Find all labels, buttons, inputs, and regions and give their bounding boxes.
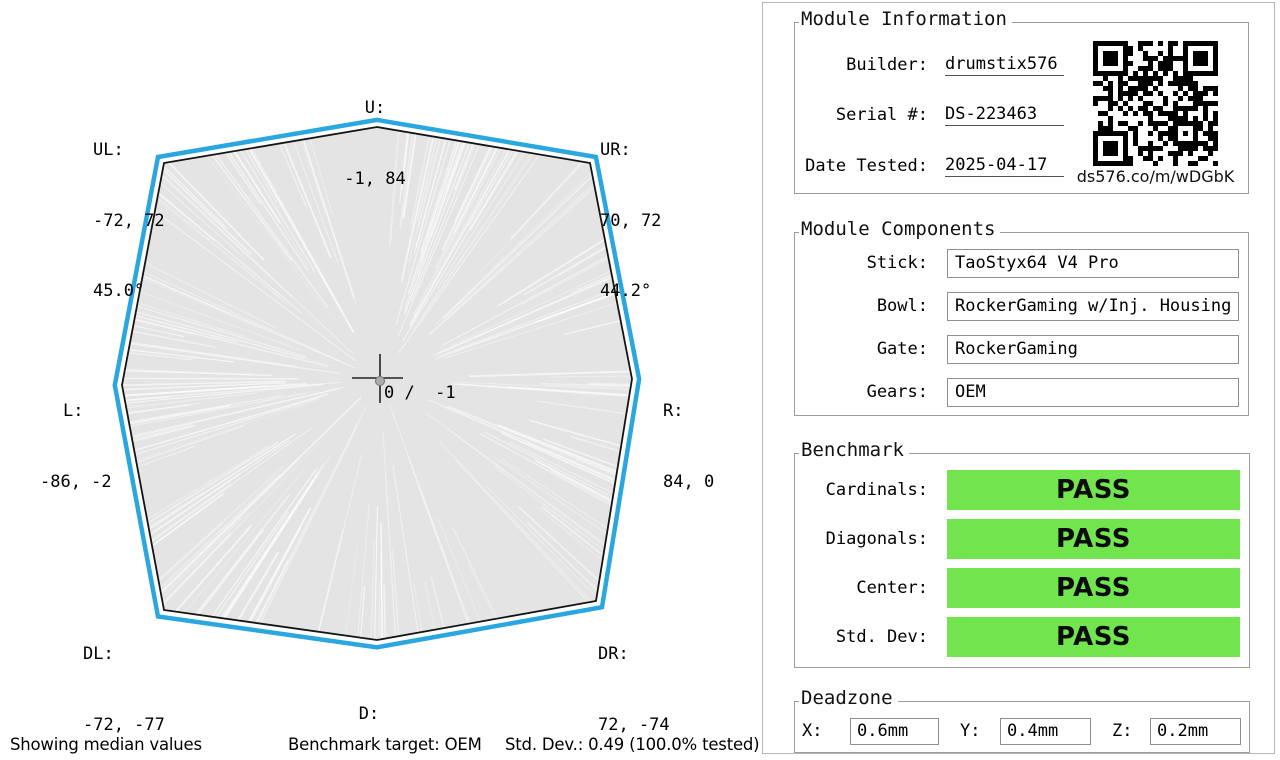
date-tested-value[interactable]: 2025-04-17: [945, 154, 1064, 177]
gears-row: Gears: OEM: [795, 378, 1248, 409]
gate-label: Gate:: [876, 339, 928, 359]
serial-value[interactable]: DS-223463: [945, 103, 1064, 126]
gate-plot: [112, 117, 642, 650]
bowl-label: Bowl:: [876, 296, 928, 316]
direction-label-dl: DL: -72, -77 43.1°: [83, 644, 165, 735]
serial-label: Serial #:: [835, 105, 928, 125]
bowl-row: Bowl: RockerGaming w/Inj. Housing: [795, 292, 1248, 323]
center-label: Center:: [856, 578, 928, 598]
cardinals-status-badge: PASS: [947, 470, 1240, 510]
stick-row: Stick: TaoStyx64 V4 Pro: [795, 249, 1248, 280]
direction-label-ur: UR: 70, 72 44.2°: [600, 140, 662, 301]
bowl-input[interactable]: RockerGaming w/Inj. Housing: [947, 292, 1239, 321]
deadzone-title: Deadzone: [799, 689, 898, 708]
cardinals-row: Cardinals: PASS: [795, 470, 1249, 510]
serial-row: Serial #: DS-223463: [795, 103, 1248, 129]
deadzone-y-input[interactable]: 0.4mm: [1000, 718, 1091, 745]
measurement-trace-texture: [122, 127, 632, 640]
direction-label-l: L: -86, -2: [40, 401, 112, 492]
center-status-badge: PASS: [947, 568, 1240, 608]
cardinals-label: Cardinals:: [825, 480, 928, 500]
gears-input[interactable]: OEM: [947, 378, 1239, 407]
date-tested-label: Date Tested:: [805, 156, 928, 176]
gate-input[interactable]: RockerGaming: [947, 335, 1239, 364]
status-benchmark-target: Benchmark target: OEM: [288, 735, 482, 754]
center-row: Center: PASS: [795, 568, 1249, 608]
direction-label-ul: UL: -72, 72 45.0°: [93, 140, 165, 301]
diagonals-label: Diagonals:: [825, 529, 928, 549]
stick-input[interactable]: TaoStyx64 V4 Pro: [947, 249, 1239, 278]
status-std-dev: Std. Dev.: 0.49 (100.0% tested): [505, 735, 760, 754]
module-information-title: Module Information: [799, 10, 1012, 29]
diagonals-status-badge: PASS: [947, 519, 1240, 559]
direction-label-d: D: -1, -87: [358, 704, 380, 724]
gears-label: Gears:: [866, 382, 928, 402]
center-value-label: 0 / -1: [384, 383, 456, 403]
std-dev-label: Std. Dev:: [835, 627, 928, 647]
direction-label-dr: DR: 72, -74 44.2°: [598, 644, 670, 735]
std-dev-row: Std. Dev: PASS: [795, 617, 1249, 657]
info-panel: Module Information Builder: drumstix576 …: [762, 2, 1275, 754]
deadzone-z-label: Z:: [1112, 721, 1133, 741]
stick-label: Stick:: [866, 253, 928, 273]
deadzone-z-input[interactable]: 0.2mm: [1150, 718, 1241, 745]
qr-caption: ds576.co/m/wDGbK: [1076, 167, 1235, 186]
builder-row: Builder: drumstix576: [795, 53, 1248, 79]
measured-range-outline: [121, 126, 633, 641]
benchmark-title: Benchmark: [799, 441, 909, 460]
std-dev-status-badge: PASS: [947, 617, 1240, 657]
module-components-title: Module Components: [799, 220, 1001, 239]
gate-spec-outline: [112, 117, 642, 650]
status-median-values: Showing median values: [10, 735, 202, 754]
deadzone-x-label: X:: [802, 721, 823, 741]
diagonals-row: Diagonals: PASS: [795, 519, 1249, 559]
deadzone-y-label: Y:: [960, 721, 981, 741]
direction-label-u: U: -1, 84: [344, 98, 406, 189]
module-components-section: Module Components Stick: TaoStyx64 V4 Pr…: [794, 220, 1249, 416]
center-dot: [375, 376, 385, 386]
gate-row: Gate: RockerGaming: [795, 335, 1248, 366]
builder-label: Builder:: [846, 55, 928, 75]
date-tested-row: Date Tested: 2025-04-17: [795, 154, 1248, 180]
benchmark-section: Benchmark Cardinals: PASS Diagonals: PAS…: [794, 441, 1250, 668]
center-crosshair-icon: [352, 354, 403, 403]
qr-code: [1093, 41, 1218, 166]
deadzone-section: Deadzone X: 0.6mm Y: 0.4mm Z: 0.2mm: [794, 689, 1250, 753]
deadzone-x-input[interactable]: 0.6mm: [850, 718, 939, 745]
direction-label-r: R: 84, 0: [663, 401, 715, 492]
builder-value[interactable]: drumstix576: [945, 53, 1064, 76]
